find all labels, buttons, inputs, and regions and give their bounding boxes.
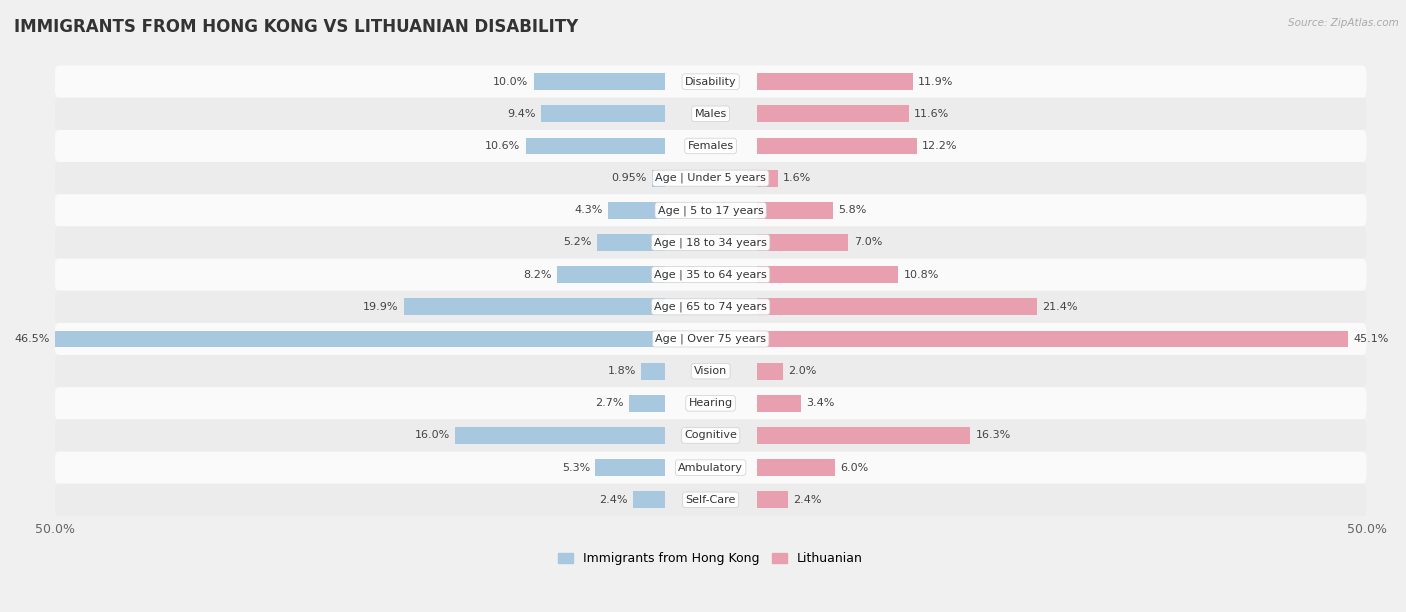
Bar [454, 427, 665, 444]
FancyBboxPatch shape [55, 483, 1367, 516]
FancyBboxPatch shape [55, 291, 1367, 323]
Text: Age | Under 5 years: Age | Under 5 years [655, 173, 766, 184]
FancyBboxPatch shape [55, 258, 1367, 291]
Text: 10.8%: 10.8% [904, 270, 939, 280]
Text: 46.5%: 46.5% [14, 334, 49, 344]
Bar [526, 138, 665, 154]
Text: Females: Females [688, 141, 734, 151]
Text: 3.4%: 3.4% [807, 398, 835, 408]
Text: 7.0%: 7.0% [853, 237, 882, 247]
Text: Hearing: Hearing [689, 398, 733, 408]
Bar [595, 459, 665, 476]
Text: 10.6%: 10.6% [485, 141, 520, 151]
Text: 2.4%: 2.4% [599, 495, 628, 505]
Bar [630, 395, 665, 412]
Text: 5.3%: 5.3% [561, 463, 591, 472]
Text: 1.8%: 1.8% [607, 366, 636, 376]
Text: 16.3%: 16.3% [976, 430, 1011, 441]
Bar [633, 491, 665, 508]
Bar [609, 202, 665, 218]
Text: Age | 65 to 74 years: Age | 65 to 74 years [654, 302, 768, 312]
Text: 21.4%: 21.4% [1042, 302, 1078, 312]
Bar [596, 234, 665, 251]
Text: Age | 18 to 34 years: Age | 18 to 34 years [654, 237, 768, 248]
Text: 2.0%: 2.0% [787, 366, 817, 376]
Text: 0.95%: 0.95% [612, 173, 647, 183]
Bar [756, 299, 1038, 315]
FancyBboxPatch shape [55, 419, 1367, 452]
Text: 5.8%: 5.8% [838, 205, 866, 215]
FancyBboxPatch shape [55, 98, 1367, 130]
Text: Vision: Vision [695, 366, 727, 376]
Text: 2.4%: 2.4% [793, 495, 821, 505]
Text: 19.9%: 19.9% [363, 302, 398, 312]
FancyBboxPatch shape [55, 194, 1367, 226]
FancyBboxPatch shape [55, 226, 1367, 258]
Text: 16.0%: 16.0% [415, 430, 450, 441]
Bar [541, 105, 665, 122]
Bar [756, 266, 898, 283]
Bar [756, 427, 970, 444]
Bar [756, 363, 783, 379]
Text: Cognitive: Cognitive [685, 430, 737, 441]
Bar [756, 330, 1348, 348]
Bar [756, 138, 917, 154]
Text: Age | 5 to 17 years: Age | 5 to 17 years [658, 205, 763, 215]
FancyBboxPatch shape [55, 130, 1367, 162]
Bar [756, 105, 908, 122]
Text: IMMIGRANTS FROM HONG KONG VS LITHUANIAN DISABILITY: IMMIGRANTS FROM HONG KONG VS LITHUANIAN … [14, 18, 578, 36]
Bar [756, 170, 778, 187]
FancyBboxPatch shape [55, 162, 1367, 194]
Text: 10.0%: 10.0% [494, 76, 529, 87]
Bar [404, 299, 665, 315]
Text: Age | 35 to 64 years: Age | 35 to 64 years [654, 269, 768, 280]
Text: 45.1%: 45.1% [1354, 334, 1389, 344]
FancyBboxPatch shape [55, 65, 1367, 98]
Bar [756, 491, 787, 508]
Text: 4.3%: 4.3% [575, 205, 603, 215]
Text: Males: Males [695, 109, 727, 119]
Text: 2.7%: 2.7% [596, 398, 624, 408]
Text: Disability: Disability [685, 76, 737, 87]
FancyBboxPatch shape [55, 387, 1367, 419]
Bar [641, 363, 665, 379]
FancyBboxPatch shape [55, 323, 1367, 355]
Bar [533, 73, 665, 90]
Text: 12.2%: 12.2% [922, 141, 957, 151]
Bar [55, 330, 665, 348]
Text: Source: ZipAtlas.com: Source: ZipAtlas.com [1288, 18, 1399, 28]
Text: Ambulatory: Ambulatory [678, 463, 744, 472]
Legend: Immigrants from Hong Kong, Lithuanian: Immigrants from Hong Kong, Lithuanian [553, 547, 868, 570]
Bar [756, 459, 835, 476]
Bar [557, 266, 665, 283]
Bar [756, 202, 832, 218]
Text: 9.4%: 9.4% [508, 109, 536, 119]
FancyBboxPatch shape [55, 355, 1367, 387]
Text: 6.0%: 6.0% [841, 463, 869, 472]
Text: 1.6%: 1.6% [783, 173, 811, 183]
Bar [756, 73, 912, 90]
Bar [652, 170, 665, 187]
Text: Age | Over 75 years: Age | Over 75 years [655, 334, 766, 344]
Text: 11.6%: 11.6% [914, 109, 949, 119]
Bar [756, 234, 848, 251]
Text: 5.2%: 5.2% [562, 237, 592, 247]
FancyBboxPatch shape [55, 452, 1367, 483]
Bar [756, 395, 801, 412]
Text: Self-Care: Self-Care [686, 495, 735, 505]
Text: 11.9%: 11.9% [918, 76, 953, 87]
Text: 8.2%: 8.2% [523, 270, 553, 280]
